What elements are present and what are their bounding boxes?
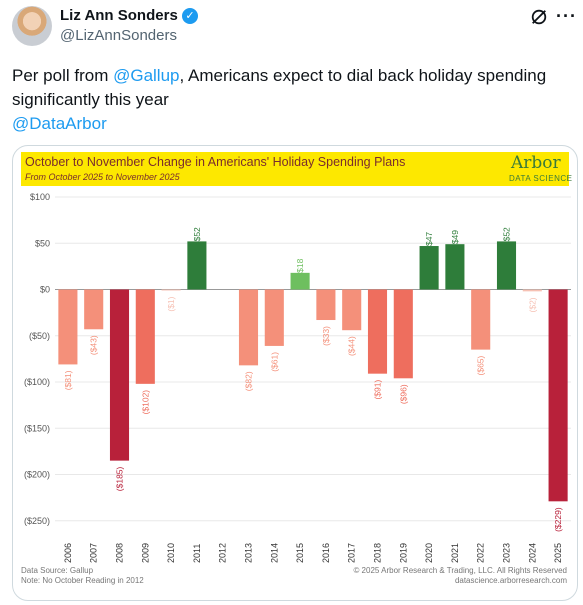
bar: [135, 289, 155, 384]
chart-subtitle: From October 2025 to November 2025: [25, 172, 180, 182]
data-label: ($1): [166, 296, 176, 311]
tweet-text: Per poll from @Gallup, Americans expect …: [12, 64, 572, 136]
bar: [419, 246, 439, 290]
x-tick-label: 2023: [502, 543, 512, 563]
chart-note: Note: No October Reading in 2012: [21, 576, 144, 585]
y-tick-label: $0: [40, 285, 50, 295]
x-tick-label: 2020: [424, 543, 434, 563]
chart-card[interactable]: October to November Change in Americans'…: [12, 145, 578, 601]
bar: [58, 289, 78, 365]
x-tick-label: 2022: [476, 543, 486, 563]
x-tick-label: 2011: [192, 544, 202, 563]
bar: [84, 289, 104, 330]
y-tick-label: $100: [30, 192, 50, 202]
chart-banner: October to November Change in Americans'…: [21, 152, 572, 186]
x-tick-label: 2006: [63, 543, 73, 563]
data-label: ($33): [321, 326, 331, 346]
data-source: Data Source: Gallup: [21, 566, 94, 575]
bar: [187, 241, 207, 290]
x-tick-label: 2007: [89, 543, 99, 563]
x-tick-label: 2016: [321, 543, 331, 563]
y-tick-label: ($200): [24, 470, 50, 480]
data-label: ($44): [347, 336, 357, 356]
bar-chart: $100 $50 $0 ($50) ($100) ($150) ($200) ($250) ($…: [24, 192, 571, 563]
x-tick-label: 2008: [115, 543, 125, 563]
y-tick-label: ($150): [24, 423, 50, 433]
x-tick-label: 2013: [244, 543, 254, 563]
x-tick-label: 2014: [269, 543, 279, 563]
data-label: $52: [192, 227, 202, 241]
chart-footer-right: © 2025 Arbor Research & Trading, LLC. Al…: [353, 566, 567, 586]
data-label: ($2): [527, 297, 537, 312]
data-label: ($91): [373, 380, 383, 400]
x-tick-label: 2025: [553, 543, 563, 563]
x-tick-label: 2015: [295, 543, 305, 563]
copyright: © 2025 Arbor Research & Trading, LLC. Al…: [353, 566, 567, 575]
data-label: ($229): [553, 507, 563, 532]
tweet-text-part: , Americans expect to dial back holiday …: [12, 66, 547, 109]
bar: [393, 289, 413, 379]
x-tick-label: 2012: [218, 543, 228, 563]
bar: [109, 289, 130, 461]
data-label: ($96): [398, 384, 408, 404]
bar: [496, 241, 517, 290]
data-label: ($82): [244, 371, 254, 391]
grok-icon[interactable]: [530, 8, 548, 26]
y-tick-label: ($100): [24, 377, 50, 387]
bar: [342, 289, 362, 331]
bar: [367, 289, 388, 374]
data-label: $47: [424, 232, 434, 246]
site-url: datascience.arborresearch.com: [454, 576, 567, 585]
data-label: ($81): [63, 370, 73, 390]
x-tick-label: 2021: [450, 543, 460, 563]
data-label: ($185): [115, 466, 125, 491]
data-label: $52: [502, 227, 512, 241]
bar: [316, 289, 336, 321]
bar: [264, 289, 284, 346]
author-handle[interactable]: @LizAnnSonders: [60, 27, 177, 44]
author-name[interactable]: Liz Ann Sonders: [60, 7, 178, 24]
chart-footer-left: Data Source: Gallup Note: No October Rea…: [21, 566, 144, 586]
y-tick-label: $50: [35, 238, 50, 248]
x-tick-label: 2019: [398, 543, 408, 563]
data-label: ($43): [89, 335, 99, 355]
x-tick-label: 2024: [527, 543, 537, 563]
x-tick-label: 2009: [140, 543, 150, 563]
arbor-logo: Arbor: [511, 153, 561, 173]
data-label: ($102): [140, 390, 150, 415]
x-tick-label: 2017: [347, 543, 357, 563]
bar: [522, 289, 542, 292]
bar: [445, 244, 465, 290]
bar: [161, 289, 181, 291]
bar: [548, 289, 568, 502]
verified-badge-icon: ✓: [182, 8, 198, 24]
x-tick-label: 2010: [166, 543, 176, 563]
bar: [471, 289, 491, 350]
x-tick-label: 2018: [373, 543, 383, 563]
bar: [290, 272, 310, 290]
more-icon[interactable]: ···: [556, 6, 577, 26]
data-label: $18: [295, 258, 305, 272]
arbor-logo-subtitle: DATA SCIENCE: [509, 174, 573, 183]
y-tick-label: ($250): [24, 516, 50, 526]
data-label: ($61): [269, 352, 279, 372]
data-label: $49: [450, 230, 460, 244]
chart-title: October to November Change in Americans'…: [25, 155, 406, 169]
mention-gallup[interactable]: @Gallup: [113, 66, 180, 85]
tweet-text-part: Per poll from: [12, 66, 114, 85]
avatar[interactable]: [12, 6, 52, 46]
y-tick-label: ($50): [29, 331, 50, 341]
mention-dataarbor[interactable]: @DataArbor: [12, 114, 107, 133]
bar: [238, 289, 259, 366]
data-label: ($65): [476, 355, 486, 375]
